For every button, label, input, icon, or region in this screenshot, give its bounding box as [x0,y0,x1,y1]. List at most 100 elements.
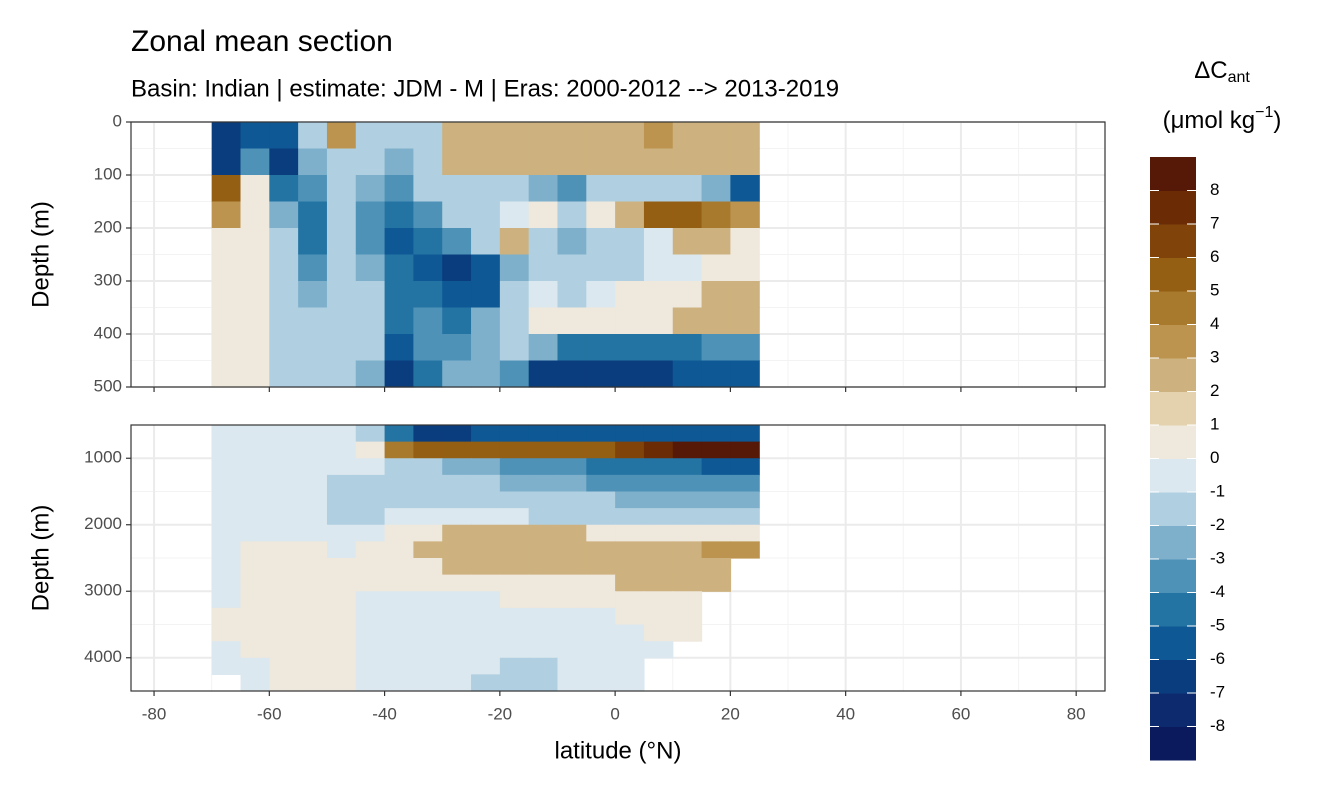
cell [326,228,357,256]
cell [442,474,472,493]
cell [442,657,472,675]
cell [557,334,587,362]
cell [701,491,731,509]
cell [528,624,559,642]
cell [413,541,443,559]
cell [528,574,559,592]
legend-unit-sup: −1 [1255,104,1273,121]
cell [643,558,674,576]
cell [586,574,616,592]
cell [384,122,415,150]
cell [384,657,415,675]
cell [211,281,242,309]
cell [615,201,645,229]
cell [326,541,357,559]
cell [240,674,270,692]
cell [355,574,386,592]
cell [701,122,731,150]
cell [528,524,559,542]
cell [298,307,328,335]
cell [528,441,559,459]
cell [269,458,299,476]
cell [355,524,386,542]
legend-tick-label: 6 [1210,247,1219,266]
cell [499,674,530,692]
cell [471,574,501,592]
cell [499,458,530,476]
cell [643,122,674,150]
cell [326,574,357,592]
cell [298,641,328,659]
cell [269,591,299,609]
y-tick-label: 500 [94,376,122,395]
cell [615,228,645,256]
cell [355,624,386,642]
legend-tick-label: 2 [1210,381,1219,400]
cell [499,657,530,675]
cell [528,281,559,309]
cell [471,201,501,229]
cell [672,122,703,150]
cell [615,491,645,509]
cell [672,524,703,542]
cell [326,491,357,509]
cell [384,307,415,335]
cell [355,122,386,150]
cell [413,574,443,592]
cell [557,607,587,626]
cell [240,175,270,203]
cell [615,591,645,609]
cell [557,175,587,203]
cell [240,624,270,642]
cell [413,228,443,256]
cell [384,360,415,388]
cell [499,425,530,443]
cell [355,474,386,493]
cell [672,474,703,493]
legend-tick-label: 4 [1210,314,1219,333]
cell [442,425,472,443]
cell [528,491,559,509]
legend-tick-label: 3 [1210,347,1219,366]
cell [240,641,270,659]
cell [615,425,645,443]
cell [471,624,501,642]
cell [586,458,616,476]
legend-tick-label: -2 [1210,515,1225,534]
cell [269,201,299,229]
cell [615,334,645,362]
y-tick-label: 200 [94,217,122,236]
cell [211,558,242,576]
cell [586,281,616,309]
cell [643,508,674,526]
cell [730,175,760,203]
cell [730,148,760,176]
cell [413,491,443,509]
cell [384,175,415,203]
cell [240,334,270,362]
cell [643,641,674,659]
cell [615,558,645,576]
cell [211,425,242,443]
cell [442,491,472,509]
cell [672,360,703,388]
cell [298,334,328,362]
cell [528,558,559,576]
cell [211,458,242,476]
cell [643,228,674,256]
cell [326,657,357,675]
cell [471,541,501,559]
cell [240,201,270,229]
cell [730,334,760,362]
cell [269,441,299,459]
cell [643,175,674,203]
y-tick-label: 3000 [84,581,122,600]
x-tick-label: 0 [610,704,619,723]
cell [615,474,645,493]
legend-tick-label: 7 [1210,213,1219,232]
cell [442,624,472,642]
legend-tick-label: -5 [1210,615,1225,634]
cell [730,122,760,150]
cell [528,508,559,526]
legend-swatch [1150,492,1196,526]
